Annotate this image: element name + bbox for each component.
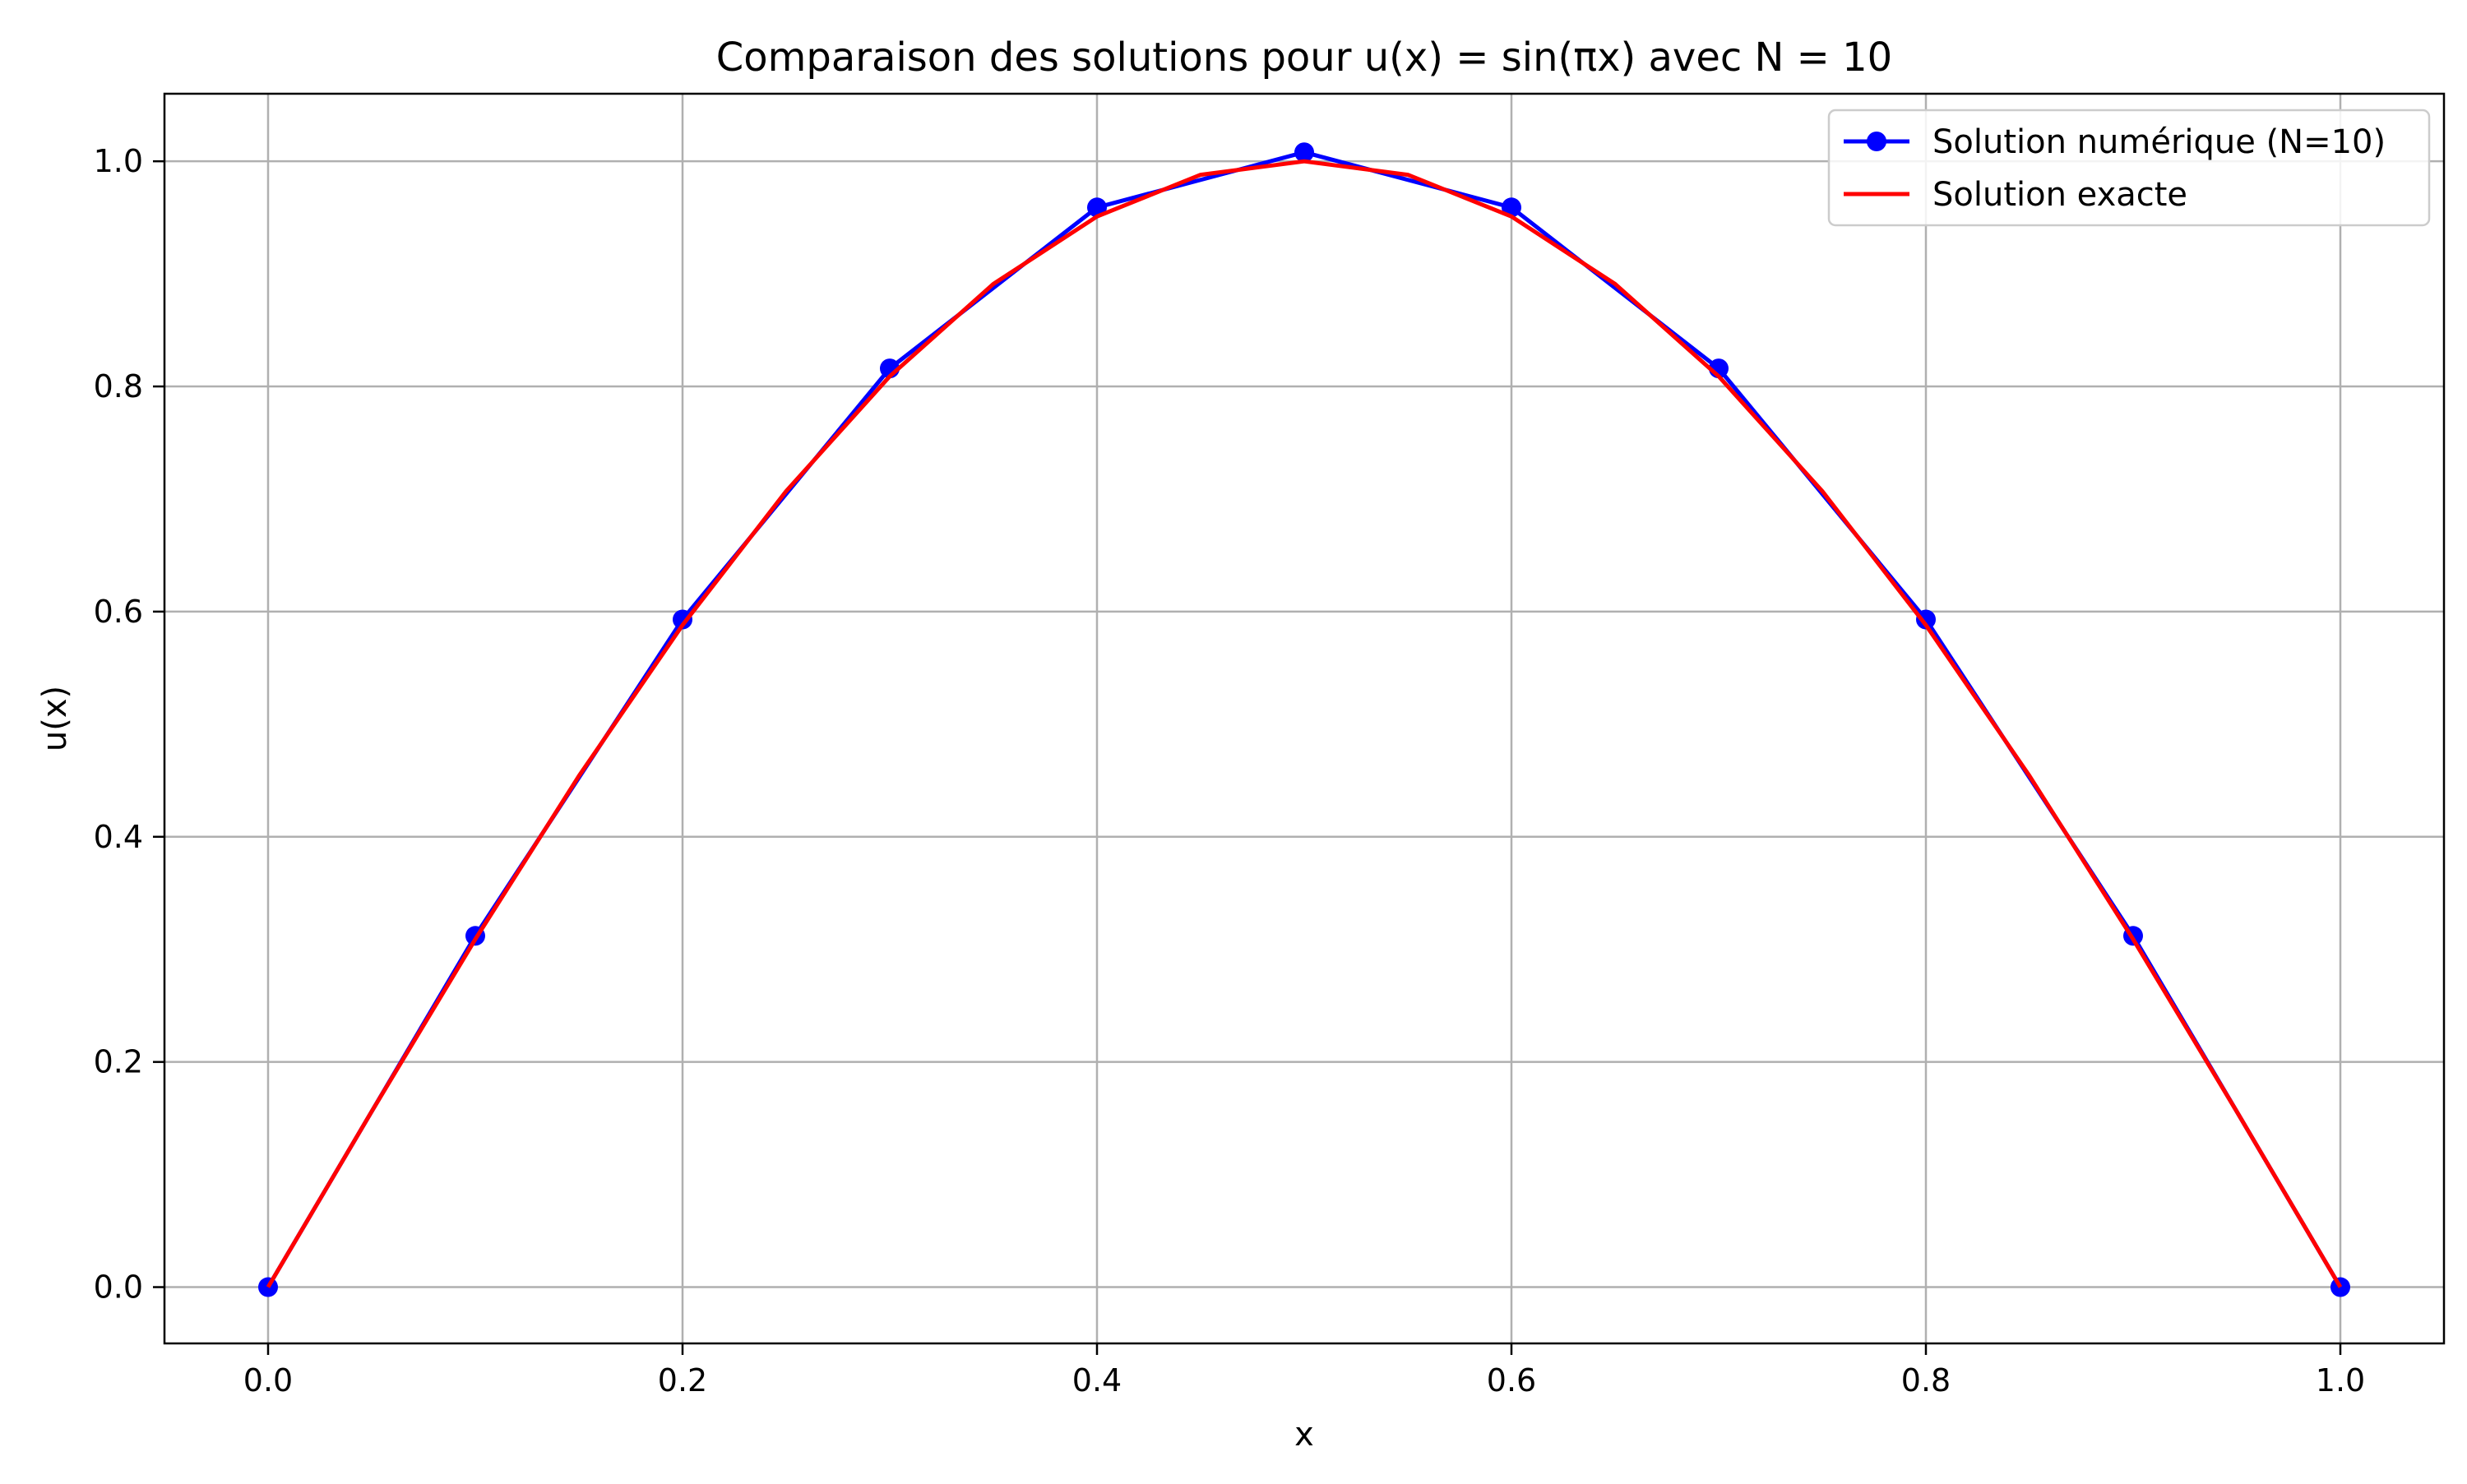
x-tick-label: 0.8: [1901, 1362, 1951, 1398]
x-tick-label: 1.0: [2316, 1362, 2365, 1398]
y-tick-label: 0.8: [94, 368, 143, 405]
series-line-1: [266, 159, 2343, 1288]
data-point: [2330, 1277, 2350, 1297]
y-axis-label: u(x): [36, 686, 74, 751]
ticks-layer: 0.0 0.2 0.4 0.6 0.8 1.0 0.0 0.2 0.4 0.6 0.8 1.0: [94, 143, 2366, 1398]
x-tick-label: 0.2: [658, 1362, 707, 1398]
legend-label: Solution exacte: [1932, 176, 2187, 214]
grid-lines: [164, 94, 2444, 1343]
y-tick-label: 1.0: [94, 143, 143, 179]
data-point: [1294, 142, 1314, 163]
x-tick-label: 0.4: [1072, 1362, 1122, 1398]
series-layer: [258, 142, 2350, 1297]
legend: Solution numérique (N=10) Solution exacte: [1827, 109, 2431, 227]
chart-title: Comparaison des solutions pour u(x) = si…: [716, 35, 1892, 81]
y-tick-label: 0.0: [94, 1269, 143, 1306]
x-axis-label: x: [1294, 1416, 1314, 1454]
data-point: [258, 1277, 278, 1297]
data-point: [673, 609, 692, 630]
x-tick-label: 0.6: [1487, 1362, 1536, 1398]
legend-label: Solution numérique (N=10): [1932, 123, 2386, 161]
y-tick-label: 0.4: [94, 819, 143, 855]
y-tick-label: 0.6: [94, 594, 143, 630]
legend-box: [1827, 109, 2431, 227]
x-tick-label: 0.0: [243, 1362, 293, 1398]
plot-frame: [163, 92, 2446, 1345]
legend-marker: [1867, 132, 1886, 151]
y-tick-label: 0.2: [94, 1044, 143, 1080]
data-point: [1916, 609, 1936, 630]
